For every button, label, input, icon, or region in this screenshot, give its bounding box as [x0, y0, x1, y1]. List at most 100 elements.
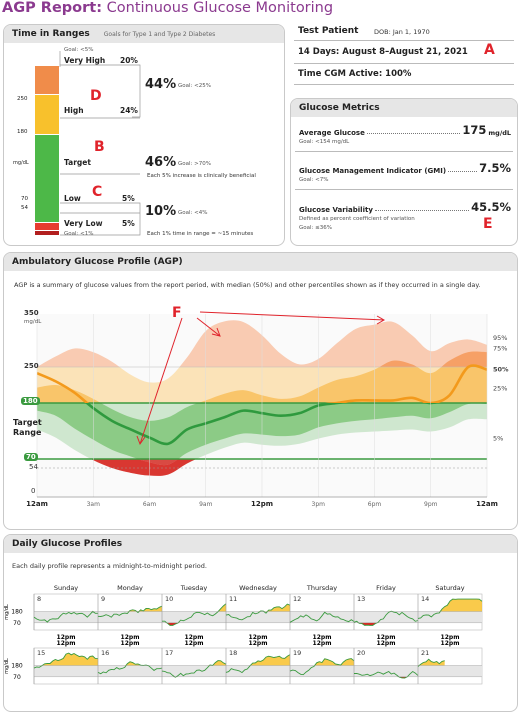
daily-date: 19 [293, 649, 301, 657]
agp-y-70: 70 [24, 453, 38, 461]
agp-y-180: 180 [21, 397, 40, 405]
agp-x-label: 12am [26, 500, 48, 508]
agp-x-label: 3pm [312, 501, 326, 508]
agp-x-label: 12am [476, 500, 498, 508]
daily-noon-label: 12pm [377, 634, 396, 641]
arrowhead [211, 327, 221, 337]
agp-low-region [90, 459, 197, 476]
daily-noon-label: 12pm [249, 640, 268, 647]
day-header-saturday: Saturday [435, 584, 464, 592]
low-note: Each 1% time in range = ~15 minutes [147, 231, 254, 237]
leader-dots [374, 210, 470, 211]
daily-y-unit: mg/dL [4, 604, 10, 620]
avg-glucose-value: 175 [462, 123, 487, 137]
axis-unit: mg/dL [13, 160, 29, 166]
day-header-friday: Friday [376, 584, 396, 592]
daily-trace [225, 654, 291, 674]
daily-y-70: 70 [13, 674, 21, 681]
agp-x-label: 12pm [251, 500, 273, 508]
target-pct: 46% [145, 155, 177, 170]
day-header-sunday: Sunday [54, 584, 78, 592]
daily-trace [417, 598, 483, 619]
arrow-to-evening-peak [199, 311, 385, 321]
axis-70: 70 [21, 196, 28, 202]
leader-dots [366, 133, 461, 134]
tir-header: Time in Ranges Goals for Type 1 and Type … [4, 25, 284, 43]
daily-y-70: 70 [13, 620, 21, 627]
combined-low-goal: Goal: <4% [178, 210, 208, 216]
daily-trace [97, 661, 163, 675]
agp-percentile-label: 75% [493, 344, 507, 352]
combined-high-goal: Goal: <25% [178, 83, 211, 89]
axis-250: 250 [17, 96, 28, 102]
report-title: AGP Report: Continuous Glucose Monitorin… [2, 0, 333, 16]
arrow-to-peak [196, 317, 221, 337]
gmi-value: 7.5% [479, 161, 511, 175]
avg-glucose-label: Average Glucose [299, 129, 365, 137]
time-in-ranges-panel: Time in Ranges Goals for Type 1 and Type … [3, 24, 285, 246]
very-low-pct: 5% [122, 219, 135, 228]
daily-high-fill [162, 603, 226, 612]
daily-date: 18 [229, 649, 237, 657]
daily-trace [97, 605, 163, 618]
daily-high-fill [290, 658, 354, 666]
daily-high-fill [418, 659, 445, 666]
report-title-rest: Continuous Glucose Monitoring [106, 0, 334, 16]
day-header-wednesday: Wednesday [239, 584, 277, 592]
daily-date: 13 [357, 595, 365, 603]
agp-x-label: 3am [87, 501, 100, 508]
agp-percentile-label: 25% [493, 385, 507, 393]
daily-noon-label: 12pm [121, 634, 140, 641]
daily-noon-label: 12pm [313, 640, 332, 647]
daily-description: Each daily profile represents a midnight… [12, 562, 207, 570]
daily-high-fill [226, 654, 290, 666]
marker-a: A [484, 42, 495, 58]
glucose-metrics-panel: Glucose Metrics Average Glucose 175 mg/d… [290, 98, 518, 246]
daily-low-fill [354, 622, 418, 626]
daily-y-180: 180 [11, 608, 23, 615]
divider [294, 84, 514, 85]
daily-noon-label: 12pm [185, 640, 204, 647]
tir-subtitle: Goals for Type 1 and Type 2 Diabetes [103, 31, 216, 38]
arrowhead [376, 315, 386, 325]
report-title-bold: AGP Report: [2, 0, 103, 16]
metrics-header: Glucose Metrics [291, 99, 517, 117]
agp-band-25-75 [138, 459, 179, 466]
daily-target-band [34, 665, 482, 677]
divider [295, 151, 513, 152]
daily-noon-label: 12pm [377, 640, 396, 647]
gv-goal: Goal: ≤36% [299, 225, 332, 231]
high-pct: 24% [120, 106, 138, 115]
very-low-label: Very Low [64, 219, 103, 228]
avg-glucose-unit: mg/dL [488, 129, 511, 137]
tir-stacked-bar [35, 51, 141, 236]
tir-segment-very-low [35, 231, 59, 235]
divider [294, 40, 514, 41]
daily-date: 17 [165, 649, 173, 657]
agp-y-350: 350 [24, 309, 39, 317]
daily-date: 20 [357, 649, 365, 657]
agp-description: AGP is a summary of glucose values from … [14, 281, 481, 289]
daily-noon-label: 12pm [441, 634, 460, 641]
daily-trace [225, 603, 291, 621]
daily-high-fill [98, 606, 162, 612]
daily-noon-label: 12pm [185, 634, 204, 641]
connector-very-high [59, 64, 141, 118]
arrowhead [136, 435, 146, 446]
very-high-label: Very High [64, 56, 106, 65]
daily-trace [33, 610, 98, 623]
tir-segment-low [35, 223, 59, 230]
leader-dots [448, 171, 478, 172]
gv-value: 45.5% [471, 200, 511, 214]
daily-date: 14 [421, 595, 429, 603]
daily-trace [289, 658, 355, 676]
daily-trace [162, 603, 227, 626]
combined-high-pct: 44% [145, 77, 177, 92]
agp-y-250: 250 [24, 362, 39, 370]
daily-date: 16 [101, 649, 109, 657]
agp-x-label: 9am [199, 501, 212, 508]
gmi-goal: Goal: <7% [299, 177, 329, 183]
daily-high-fill [418, 599, 482, 612]
combined-low-pct: 10% [145, 204, 177, 219]
agp-x-label: 6pm [368, 501, 382, 508]
